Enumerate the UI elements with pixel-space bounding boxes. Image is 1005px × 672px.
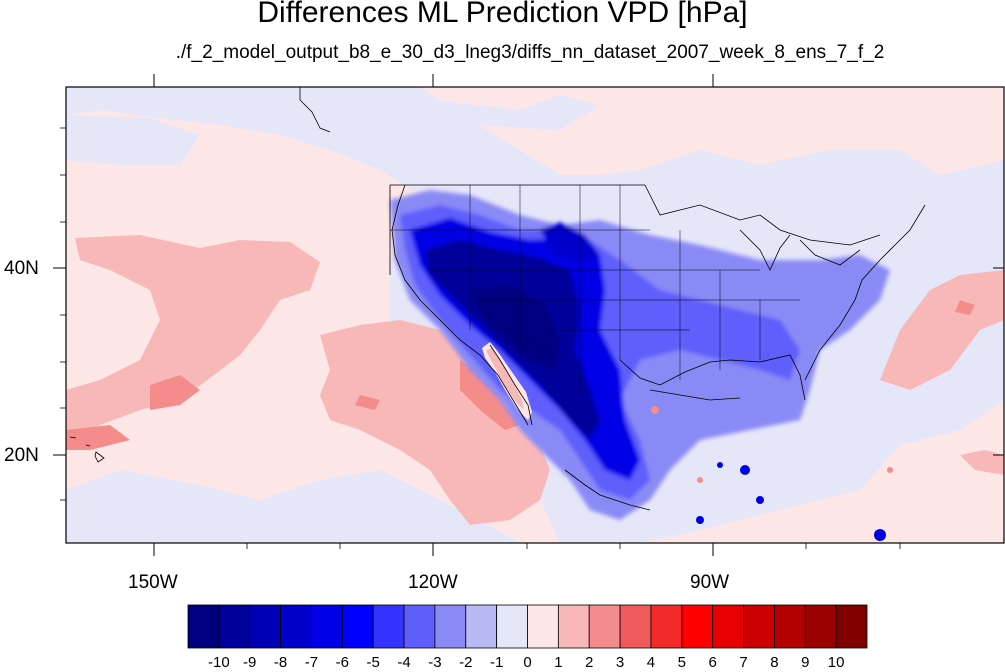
colorbar-label: -5 [366,654,380,671]
colorbar-label: -3 [428,654,442,671]
field-level-plus1 [66,235,1004,525]
field-blue-anomaly [390,190,890,520]
colorbar-label: 2 [585,654,594,671]
colorbar-label: -1 [489,654,504,671]
colorbar-swatch [681,604,714,649]
y-label-40n: 40N [4,258,39,279]
colorbar-label: -8 [273,654,288,671]
colorbar-swatch [372,604,405,649]
coastlines [299,87,926,511]
colorbar-swatch [527,604,559,649]
colorbar-swatch [557,604,590,649]
colorbar-swatch [341,604,374,649]
colorbar-swatch [588,604,621,649]
map-title: Differences ML Prediction VPD [hPa] [257,0,748,29]
colorbar-swatch [712,604,744,649]
colorbar-swatch [619,604,652,649]
tick-marks [53,74,1004,556]
colorbar-label: 7 [739,654,748,671]
colorbar-label: -7 [304,654,319,671]
colorbar-swatch [187,604,220,649]
hawaii-islands [69,436,105,463]
x-label-90w: 90W [690,572,730,593]
x-label-150w: 150W [128,572,178,593]
state-borders [390,185,800,390]
colorbar-swatch [774,604,806,649]
colorbar-swatch [496,604,528,649]
colorbar-swatch [650,604,683,649]
colorbar-label: 8 [770,654,779,671]
colorbar-swatch [249,604,281,649]
colorbar-swatch [434,604,467,649]
colorbar-label: 6 [708,654,717,671]
field-speckles [696,462,886,541]
y-label-20n: 20N [4,445,39,466]
colorbar-label: 4 [646,654,656,671]
colorbar-label: -4 [397,654,411,671]
colorbar-swatch [218,604,251,649]
colorbar-swatch [835,604,868,649]
colorbar-label: -9 [243,654,257,671]
colorbar-label: 10 [827,654,845,671]
x-label-120w: 120W [408,572,458,593]
colorbar-swatch [311,604,343,649]
colorbar-label: 1 [554,654,563,671]
colorbar-label: -10 [208,654,230,671]
colorbar-swatch [280,604,312,649]
field-level-plus2 [66,300,975,450]
colorbar-label: 9 [801,654,810,671]
colorbar-swatch [403,604,436,649]
colorbar-label: 0 [523,654,532,671]
colorbar-label: 3 [615,654,625,671]
colorbar-swatch [743,604,775,649]
colorbar-label: -6 [335,654,349,671]
colorbar-label: 5 [677,654,686,671]
colorbar [187,604,868,649]
map-subtitle: ./f_2_model_output_b8_e_30_d3_lneg3/diff… [175,42,885,63]
colorbar-label: -2 [459,654,473,671]
colorbar-swatch [804,604,837,649]
vpd-field [66,87,1004,543]
colorbar-swatch [465,604,498,649]
